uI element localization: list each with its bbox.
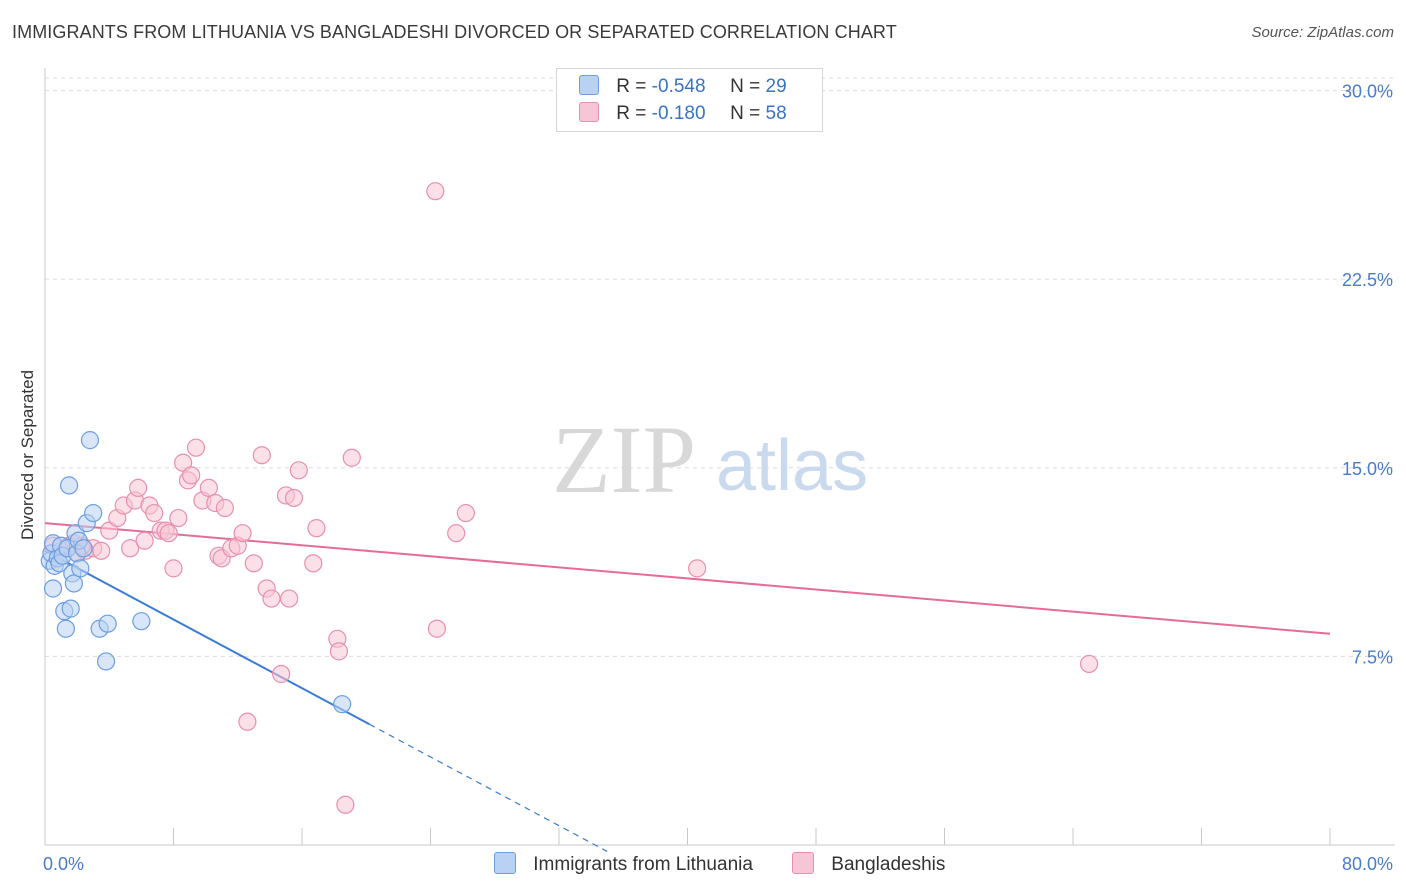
bottom-legend-label: Immigrants from Lithuania: [533, 854, 753, 875]
legend-n-value: 58: [765, 103, 787, 124]
point-bangladeshi: [688, 559, 707, 578]
legend-n-label: N =: [730, 103, 761, 124]
y-axis-label: Divorced or Separated: [18, 370, 37, 540]
point-bangladeshi: [238, 712, 257, 731]
bottom-legend-label: Bangladeshis: [831, 854, 946, 875]
point-bangladeshi: [252, 446, 271, 465]
legend-r-label: R =: [616, 76, 647, 97]
point-bangladeshi: [244, 554, 263, 573]
point-lithuania: [64, 574, 84, 593]
legend-r-value: -0.548: [651, 76, 706, 97]
point-lithuania: [333, 695, 352, 714]
point-bangladeshi: [280, 589, 299, 608]
point-bangladeshi: [272, 664, 291, 684]
legend-r-label: R =: [616, 103, 647, 124]
bottom-legend-lithuania: Immigrants from Lithuania: [494, 852, 753, 876]
point-lithuania: [56, 619, 75, 638]
trend-line-lithuania-extension: [369, 723, 608, 852]
point-bangladeshi: [307, 519, 326, 538]
point-lithuania: [96, 652, 116, 671]
watermark-zip: ZIP: [552, 406, 696, 513]
point-bangladeshi: [169, 508, 188, 528]
point-lithuania: [84, 503, 103, 523]
point-bangladeshi: [447, 524, 466, 543]
bottom-legend-swatch-blue: [494, 852, 516, 874]
point-bangladeshi: [426, 182, 445, 201]
point-bangladeshi: [121, 539, 140, 558]
x-tick-label: 0.0%: [43, 854, 84, 874]
point-bangladeshi: [336, 795, 355, 814]
legend-r-value: -0.180: [651, 103, 706, 124]
point-bangladeshi: [159, 524, 178, 543]
point-bangladeshi: [262, 589, 281, 608]
point-bangladeshi: [284, 488, 304, 508]
point-bangladeshi: [329, 642, 349, 661]
legend-n-value: 29: [765, 76, 787, 97]
point-lithuania: [59, 476, 79, 495]
point-lithuania: [132, 612, 151, 631]
point-bangladeshi: [129, 478, 148, 498]
point-bangladeshi: [199, 478, 218, 498]
bottom-legend-swatch-pink: [792, 852, 814, 874]
y-tick-label: 30.0%: [1342, 82, 1393, 102]
point-bangladeshi: [186, 438, 206, 457]
legend-swatch-pink: [579, 102, 599, 122]
bottom-legend-bangladeshi: Bangladeshis: [792, 852, 945, 876]
point-lithuania: [80, 431, 100, 450]
trend-line-bangladeshi: [44, 522, 1331, 635]
point-bangladeshi: [304, 554, 323, 573]
stats-legend: R = -0.548 N = 29 R = -0.180 N = 58: [556, 68, 823, 132]
point-lithuania: [61, 599, 80, 618]
chart-title: IMMIGRANTS FROM LITHUANIA VS BANGLADESHI…: [12, 22, 897, 42]
point-bangladeshi: [427, 619, 447, 638]
point-bangladeshi: [164, 559, 183, 578]
point-bangladeshi: [215, 498, 234, 518]
legend-swatch-blue: [579, 75, 599, 95]
y-tick-label: 22.5%: [1342, 270, 1393, 290]
y-tick-label: 7.5%: [1352, 647, 1393, 667]
watermark: ZIP atlas: [552, 406, 868, 513]
point-bangladeshi: [342, 448, 361, 467]
point-lithuania: [43, 579, 63, 598]
x-tick-label: 80.0%: [1342, 854, 1393, 874]
trend-layer: [44, 522, 1331, 852]
point-bangladeshi: [1079, 654, 1099, 674]
chart-source: Source: ZipAtlas.com: [1251, 24, 1394, 41]
point-lithuania: [98, 614, 117, 633]
legend-row-lithuania: R = -0.548 N = 29: [579, 75, 787, 99]
axis-layer: 7.5% 15.0% 22.5% 30.0% 0.0% 80.0%: [43, 68, 1395, 874]
point-bangladeshi: [135, 531, 154, 550]
point-bangladeshi: [145, 503, 164, 523]
watermark-atlas: atlas: [716, 426, 868, 506]
legend-n-label: N =: [730, 76, 761, 97]
point-lithuania: [71, 559, 90, 578]
point-bangladeshi: [182, 466, 201, 485]
y-tick-label: 15.0%: [1342, 459, 1393, 479]
legend-row-bangladeshi: R = -0.180 N = 58: [579, 102, 787, 126]
point-lithuania: [74, 539, 93, 558]
point-bangladeshi: [456, 503, 475, 523]
point-bangladeshi: [92, 541, 111, 560]
trend-line-lithuania: [44, 549, 370, 726]
point-bangladeshi: [233, 524, 252, 543]
point-bangladeshi: [289, 461, 308, 480]
point-layer: [40, 182, 1099, 814]
